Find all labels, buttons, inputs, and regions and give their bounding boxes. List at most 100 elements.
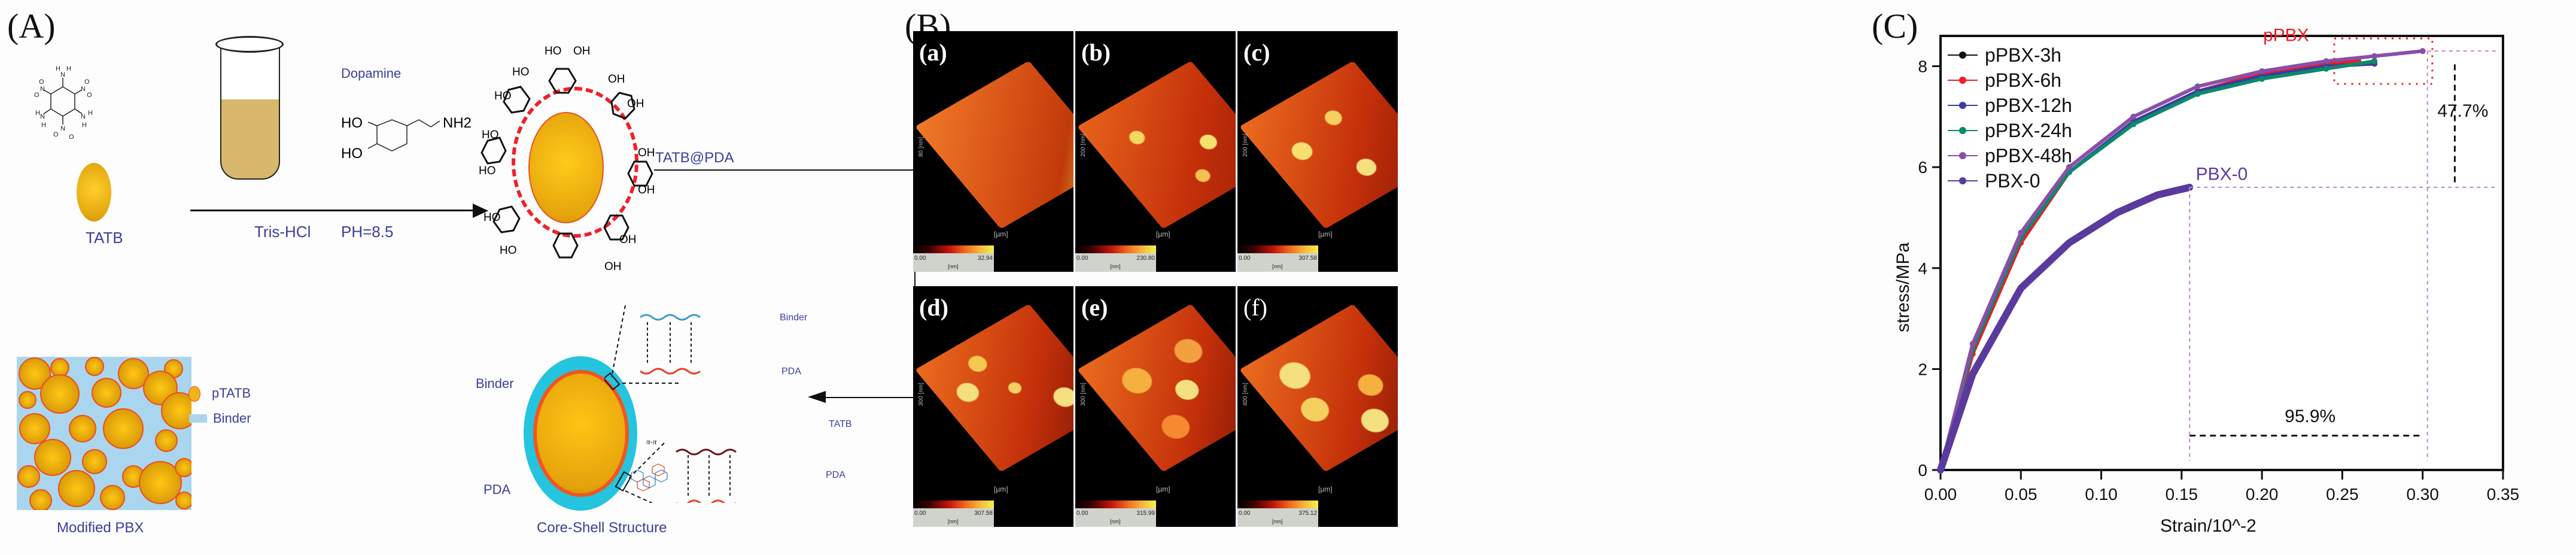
svg-text:0.05: 0.05 (2005, 485, 2037, 504)
chart-annotation: 95.9% (2285, 407, 2335, 426)
connector-line-v (914, 169, 916, 398)
dopamine-nh2: NH2 (443, 115, 472, 131)
svg-text:0.15: 0.15 (2166, 485, 2198, 504)
svg-text:H: H (41, 122, 46, 129)
afm-xy-unit: [µm] (994, 230, 1008, 238)
pbx-particles-icon (17, 357, 191, 510)
beaker-icon (220, 42, 280, 180)
svg-text:8: 8 (1918, 57, 1927, 76)
legend-entry: pPBX-12h (1985, 95, 2072, 116)
catechol-rings-icon (480, 68, 653, 259)
connector-line-h2 (826, 397, 916, 398)
oh-label: OH (604, 260, 622, 273)
svg-text:N: N (81, 113, 86, 120)
svg-text:N: N (81, 86, 86, 93)
tatb-pda-core (528, 112, 604, 223)
tatb-label: TATB (86, 229, 123, 247)
afm-xy-unit: [µm] (1156, 230, 1170, 238)
panel-a-label: (A) (7, 7, 56, 46)
oh-label: OH (573, 45, 591, 57)
afm-image-e: (e) 300 [nm] [µm] 0.00 315.99 [nm] (1075, 286, 1236, 527)
svg-text:H: H (56, 65, 60, 72)
oh-label: HO (512, 66, 530, 78)
afm-xy-unit: [µm] (994, 485, 1008, 493)
afm-sublabel: (f) (1243, 294, 1267, 321)
afm-surface (914, 60, 1073, 229)
afm-xy-unit: [µm] (1318, 230, 1333, 238)
afm-surface (1239, 304, 1398, 472)
chart-annotation: 47.7% (2437, 101, 2488, 121)
afm-surface (1239, 60, 1398, 229)
afm-surface (914, 304, 1073, 472)
oh-label: HO (482, 129, 499, 141)
svg-text:0.20: 0.20 (2246, 485, 2279, 504)
chart-annotation: pPBX (2263, 25, 2309, 45)
chart-annotation: PBX-0 (2196, 164, 2248, 184)
svg-text:2: 2 (1918, 360, 1927, 378)
afm-image-a: (a) 80 [nm] [µm] 0.00 32.94 [nm] (913, 31, 1073, 272)
afm-xy-unit: [µm] (1156, 485, 1170, 493)
svg-text:O: O (34, 92, 39, 99)
legend-ptatb-label: pTATB (212, 386, 251, 401)
connector-line-h (654, 169, 916, 171)
stress-strain-chart: 0.00 0.05 0.10 0.15 0.20 0.25 0.30 0.35 0 2 4 6 8 pP… (1893, 25, 2520, 536)
series-line (1939, 49, 2425, 472)
oh-label: HO (483, 211, 501, 224)
svg-text:N: N (60, 71, 65, 78)
chart-legend: pPBX-3h pPBX-6h pPBX-12h pPBX-24h pPBX-48h PB… (1948, 44, 2072, 192)
afm-colorbar: 0.00 230.80 [nm] (1075, 245, 1156, 272)
dopamine-label: Dopamine (341, 66, 402, 81)
afm-image-d: (d) 300 [nm] [µm] 0.00 307.58 [nm] (913, 286, 1073, 527)
svg-text:O: O (84, 78, 90, 86)
oh-label: OH (638, 147, 655, 159)
modified-pbx-title: Modified PBX (57, 520, 144, 536)
afm-sublabel: (e) (1081, 294, 1108, 321)
afm-colorbar: 0.00 307.58 [nm] (913, 501, 994, 527)
beaker-rim (215, 36, 284, 53)
svg-text:0.35: 0.35 (2487, 485, 2520, 504)
svg-text:0.00: 0.00 (1924, 485, 1957, 504)
legend-entry: pPBX-24h (1985, 120, 2072, 141)
afm-sublabel: (d) (919, 294, 948, 321)
afm-image-f: (f) 400 [nm] [µm] 0.00 375.12 [nm] (1237, 286, 1398, 527)
afm-sublabel: (c) (1243, 39, 1270, 66)
svg-text:H: H (66, 65, 71, 72)
pi-pi-label: π-π (646, 437, 657, 446)
oh-label: OH (619, 233, 637, 246)
afm-colorbar: 0.00 315.99 [nm] (1075, 501, 1156, 527)
inset-bottom-pda-label: PDA (826, 470, 846, 480)
afm-image-b: (b) 200 [nm] [µm] 0.00 230.80 [nm] (1075, 31, 1236, 272)
core-shell-binder-label: Binder (476, 376, 514, 391)
legend-ptatb-swatch (188, 386, 200, 402)
legend-binder-swatch (189, 414, 207, 423)
tatb-molecule-icon: NH H NOO NOO NHH N HH NO O (34, 65, 93, 141)
svg-text:H: H (35, 110, 40, 117)
dopamine-ho1: HO (341, 115, 363, 131)
oh-label: HO (494, 90, 512, 102)
afm-z-label: 80 [nm] (918, 137, 924, 157)
arrow-left-head-icon (808, 391, 826, 403)
afm-image-c: (c) 200 [nm] [µm] 0.00 307.58 [nm] (1237, 31, 1398, 272)
reaction-arrow-head-icon (473, 204, 488, 218)
legend-entry: pPBX-6h (1985, 69, 2061, 91)
core-shell-core (537, 374, 625, 493)
afm-surface (1076, 60, 1236, 229)
afm-colorbar: 0.00 307.58 [nm] (1237, 245, 1318, 272)
afm-z-label: 200 [nm] (1242, 134, 1249, 157)
oh-label: HO (479, 165, 496, 177)
panel-c-label: (C) (1872, 7, 1918, 46)
dopamine-molecule-icon (367, 119, 440, 151)
inset-top-binder-label: Binder (780, 313, 808, 323)
svg-text:H: H (88, 110, 93, 117)
afm-sublabel: (a) (919, 39, 947, 66)
core-shell-title: Core-Shell Structure (537, 520, 667, 536)
afm-z-label: 300 [nm] (1080, 383, 1087, 406)
afm-xy-unit: [µm] (1318, 485, 1333, 493)
x-axis-label: Strain/10^-2 (2160, 516, 2256, 536)
legend-binder-label: Binder (213, 411, 251, 426)
svg-text:O: O (53, 131, 59, 138)
svg-text:N: N (60, 125, 65, 132)
svg-text:O: O (39, 78, 44, 86)
afm-surface (1076, 304, 1236, 472)
svg-text:O: O (87, 92, 92, 99)
